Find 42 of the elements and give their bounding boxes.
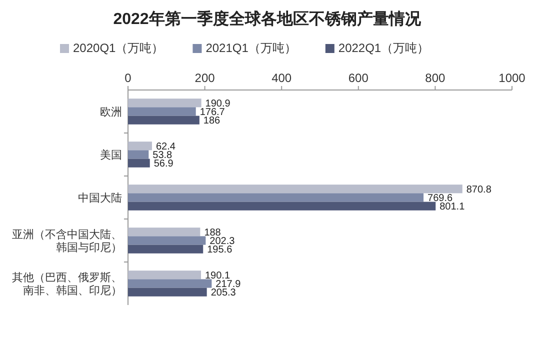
x-tick-label: 800 xyxy=(425,71,446,85)
y-tick-label: 欧洲 xyxy=(100,106,122,118)
bar xyxy=(128,228,200,236)
data-label: 186 xyxy=(203,116,221,127)
bar xyxy=(128,202,436,210)
bar xyxy=(128,244,204,254)
y-tick-label: 中国大陆 xyxy=(78,192,122,204)
bar xyxy=(128,142,152,150)
data-label: 205.3 xyxy=(210,288,236,299)
data-label: 769.6 xyxy=(428,193,453,204)
x-tick-label: 1000 xyxy=(498,71,526,85)
data-label: 202.3 xyxy=(210,236,236,247)
data-label: 190.1 xyxy=(205,270,230,282)
y-tick-label: 其他（巴西、俄罗斯、南非、韩国、印尼） xyxy=(12,271,122,297)
chart-title: 2022年第一季度全球各地区不锈钢产量情况 xyxy=(113,9,422,28)
bar xyxy=(128,98,202,108)
bar xyxy=(128,236,206,245)
data-label: 801.1 xyxy=(440,202,466,213)
x-tick-label: 600 xyxy=(348,71,369,85)
data-label: 56.9 xyxy=(154,158,174,170)
data-label: 217.9 xyxy=(216,279,242,290)
data-label: 53.8 xyxy=(152,150,173,161)
data-label: 190.9 xyxy=(205,98,231,110)
y-tick-label: 美国 xyxy=(100,148,122,162)
x-tick-label: 200 xyxy=(194,71,216,85)
x-tick-label: 0 xyxy=(124,71,132,85)
data-label: 62.4 xyxy=(156,141,176,152)
bar xyxy=(128,288,207,296)
y-tick-label: 亚洲（不含中国大陆、韩国与印尼） xyxy=(12,228,122,254)
bar xyxy=(128,193,424,202)
bar xyxy=(128,150,149,159)
bar xyxy=(128,279,212,288)
data-label: 870.8 xyxy=(466,184,492,196)
bar xyxy=(128,270,201,280)
x-tick-label: 400 xyxy=(272,71,292,85)
bar xyxy=(128,158,150,168)
bar xyxy=(128,107,196,116)
data-label: 176.7 xyxy=(200,107,226,118)
bar xyxy=(128,184,462,194)
bar xyxy=(128,116,200,124)
data-label: 188 xyxy=(204,227,222,238)
data-label: 195.6 xyxy=(207,244,233,256)
